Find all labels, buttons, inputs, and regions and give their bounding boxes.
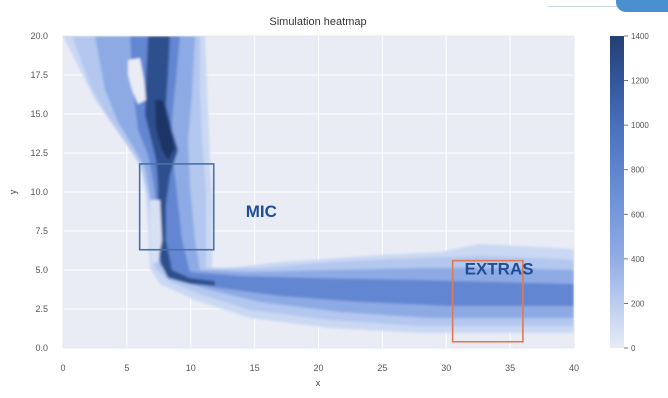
x-tick-label: 5 xyxy=(124,363,129,373)
colorbar-tick-label: 0 xyxy=(631,344,636,353)
x-tick-label: 0 xyxy=(60,363,65,373)
y-tick-label: 20.0 xyxy=(30,31,48,41)
colorbar-tick-label: 1000 xyxy=(631,121,649,130)
x-tick-label: 15 xyxy=(250,363,260,373)
y-tick-label: 0.0 xyxy=(35,343,48,353)
colorbar-tick-label: 800 xyxy=(631,166,645,175)
x-tick-label: 20 xyxy=(313,363,323,373)
extras-region-box xyxy=(451,259,524,343)
heatmap-field xyxy=(63,36,574,333)
flow-gap xyxy=(128,58,146,104)
x-tick-label: 10 xyxy=(186,363,196,373)
flow-core-dark xyxy=(155,100,175,160)
flow-layer-strong xyxy=(130,36,574,306)
annotation-regions: MIC EXTRAS xyxy=(138,163,534,343)
x-tick-label: 35 xyxy=(505,363,515,373)
colorbar-tick-label: 600 xyxy=(631,210,645,219)
flow-core xyxy=(145,36,215,286)
flow-layer-light xyxy=(72,36,574,326)
colorbar-ticks: 0 200 400 600 800 1000 1200 1400 xyxy=(624,32,649,353)
flow-gap-lower xyxy=(150,200,162,262)
y-tick-label: 15.0 xyxy=(30,109,48,119)
plot-frame xyxy=(62,35,575,349)
y-axis-label: y xyxy=(8,189,18,194)
x-tick-label: 30 xyxy=(441,363,451,373)
x-tick-label: 25 xyxy=(377,363,387,373)
mic-region-box xyxy=(138,163,215,251)
colorbar-tick-label: 400 xyxy=(631,255,645,264)
y-tick-label: 12.5 xyxy=(30,148,48,158)
x-axis-label: x xyxy=(316,378,321,388)
colorbar-tick-label: 1200 xyxy=(631,77,649,86)
x-tick-label: 40 xyxy=(569,363,579,373)
colorbar-tick-label: 200 xyxy=(631,299,645,308)
mic-region-label: MIC xyxy=(246,202,277,221)
y-tick-labels: 0.0 2.5 5.0 7.5 10.0 12.5 15.0 17.5 20.0 xyxy=(30,31,48,353)
extras-region-label: EXTRAS xyxy=(465,260,534,279)
y-tick-label: 17.5 xyxy=(30,70,48,80)
y-tick-label: 5.0 xyxy=(35,265,48,275)
chart-title: Simulation heatmap xyxy=(269,16,366,28)
colorbar xyxy=(610,36,624,348)
x-tick-labels: 0 5 10 15 20 25 30 35 40 xyxy=(60,363,579,373)
y-tick-label: 10.0 xyxy=(30,187,48,197)
colorbar-tick-label: 1400 xyxy=(631,32,649,41)
corner-accent xyxy=(548,0,668,12)
y-tick-label: 2.5 xyxy=(35,304,48,314)
y-tick-label: 7.5 xyxy=(35,226,48,236)
